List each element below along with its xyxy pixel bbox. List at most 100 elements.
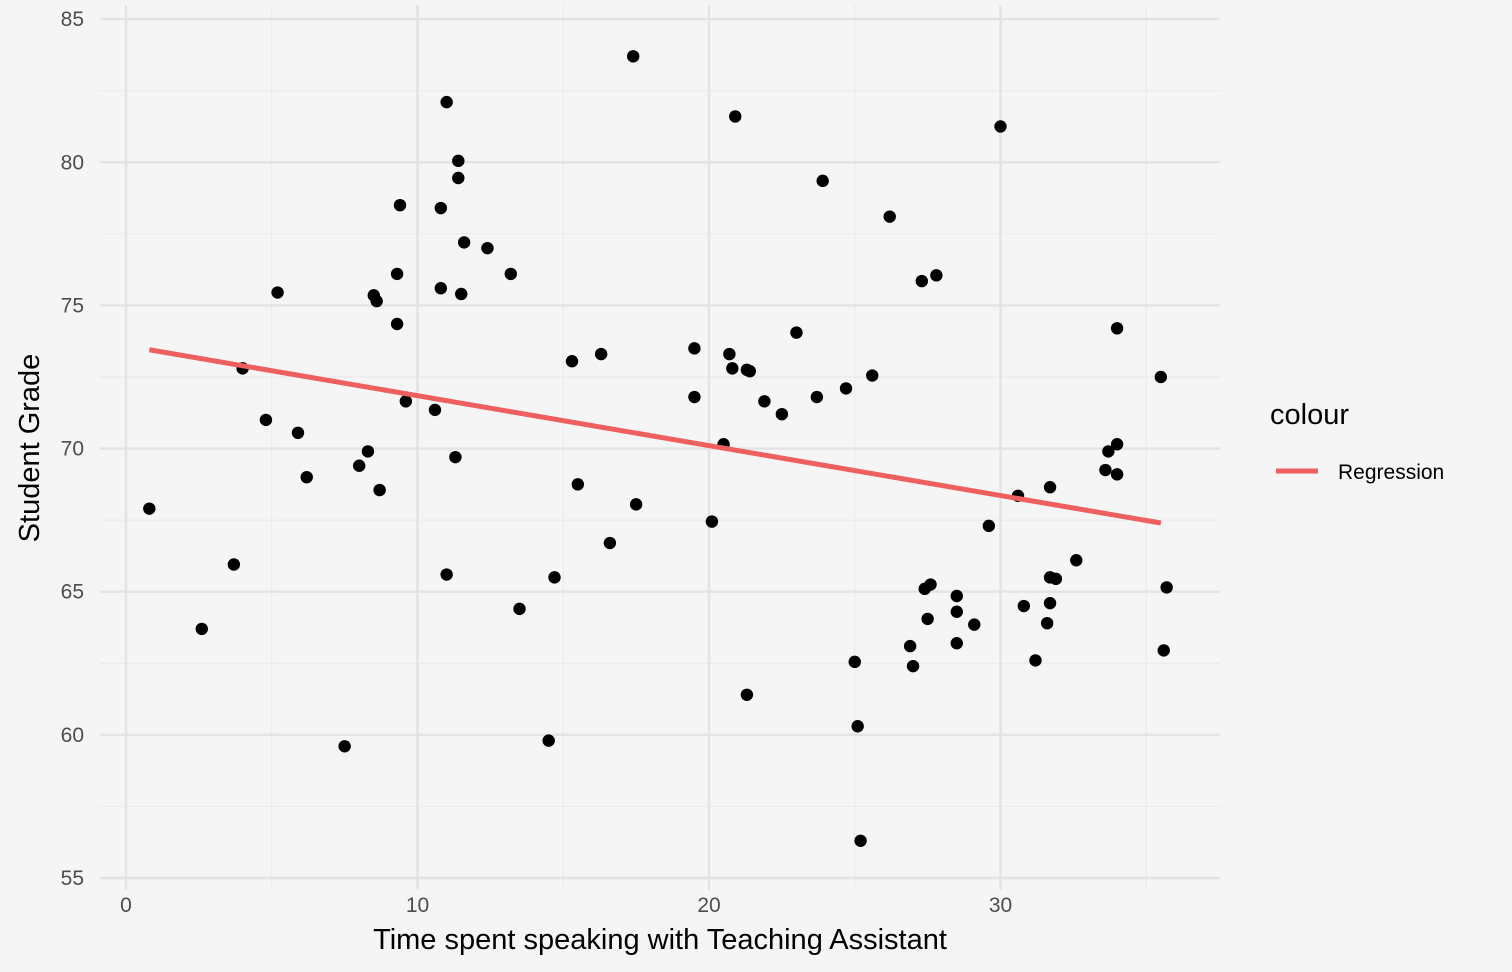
data-point (982, 519, 996, 533)
data-point (629, 498, 643, 511)
data-point (594, 347, 608, 361)
data-point (915, 274, 928, 288)
data-point (848, 655, 861, 669)
y-tick-label: 55 (61, 867, 84, 890)
x-tick-label: 0 (120, 894, 132, 917)
data-point (259, 413, 273, 427)
data-point (1099, 463, 1112, 477)
data-point (1154, 370, 1168, 384)
data-point (729, 110, 742, 123)
data-point (775, 407, 789, 421)
data-point (565, 355, 579, 368)
data-point (571, 478, 585, 491)
data-point (390, 267, 404, 281)
y-tick-label: 60 (61, 724, 84, 747)
data-point (1049, 572, 1063, 586)
y-tick-label: 85 (61, 8, 84, 31)
data-point (1043, 596, 1057, 610)
data-point (370, 294, 383, 308)
y-tick-label: 75 (61, 294, 84, 317)
x-tick-label: 20 (697, 894, 720, 917)
data-point (434, 282, 448, 295)
data-point (227, 558, 241, 571)
data-point (851, 720, 864, 733)
data-point (705, 515, 719, 528)
data-point (1040, 616, 1054, 630)
data-point (758, 395, 771, 408)
data-point (271, 286, 284, 299)
data-point (726, 362, 739, 375)
legend-title: colour (1270, 399, 1349, 431)
data-point (513, 602, 526, 616)
data-point (950, 605, 963, 618)
data-point (903, 639, 917, 653)
data-point (1029, 654, 1042, 667)
data-point (839, 382, 853, 395)
data-point (994, 120, 1007, 133)
y-axis-title: Student Grade (14, 354, 46, 543)
data-point (399, 395, 413, 408)
data-point (790, 326, 803, 339)
data-point (393, 198, 407, 212)
data-point (603, 536, 617, 550)
data-point (740, 688, 754, 701)
data-point (548, 571, 561, 584)
data-point (1110, 322, 1124, 335)
data-point (950, 637, 963, 650)
data-point (300, 470, 313, 484)
regression-layer (148, 347, 1162, 526)
data-point (504, 267, 517, 281)
data-point (449, 450, 462, 464)
data-point (816, 174, 829, 188)
data-point (452, 171, 465, 185)
y-tick-label: 80 (61, 151, 84, 174)
data-point (440, 95, 453, 109)
data-point (810, 390, 824, 404)
data-point (440, 568, 453, 581)
data-point (688, 390, 701, 404)
legend: colour Regression (1270, 399, 1444, 484)
data-points (143, 50, 1173, 847)
data-point (1110, 438, 1124, 451)
data-point (428, 403, 442, 417)
data-point (968, 618, 981, 631)
data-point (390, 317, 404, 331)
major-gridlines (100, 5, 1220, 890)
data-point (627, 50, 640, 63)
data-point (291, 426, 305, 440)
data-point (1110, 468, 1124, 481)
tick-labels: 0 10 20 30 55 60 65 70 75 80 85 (61, 8, 1013, 917)
data-point (338, 740, 351, 753)
data-point (542, 734, 555, 747)
data-point (723, 347, 736, 361)
data-point (866, 369, 879, 382)
data-point (481, 241, 494, 255)
data-point (1070, 554, 1083, 567)
data-point (950, 589, 963, 603)
minor-gridlines (100, 5, 1220, 890)
data-point (924, 578, 937, 591)
data-point (921, 612, 934, 626)
data-point (688, 342, 701, 355)
x-tick-label: 30 (989, 894, 1012, 917)
data-point (361, 445, 375, 458)
y-tick-label: 65 (61, 581, 84, 604)
x-tick-label: 10 (406, 894, 429, 917)
data-point (1157, 644, 1170, 657)
x-axis-title: Time spent speaking with Teaching Assist… (373, 924, 947, 956)
data-point (452, 154, 465, 168)
data-point (1017, 599, 1031, 613)
data-point (743, 365, 757, 378)
legend-label-regression: Regression (1338, 461, 1444, 484)
data-point (195, 622, 208, 636)
regression-line (148, 347, 1162, 526)
data-point (373, 483, 386, 497)
data-point (883, 210, 896, 223)
data-point (930, 269, 943, 282)
data-point (455, 287, 468, 301)
data-point (457, 236, 471, 249)
data-point (143, 502, 156, 515)
data-point (854, 834, 867, 847)
